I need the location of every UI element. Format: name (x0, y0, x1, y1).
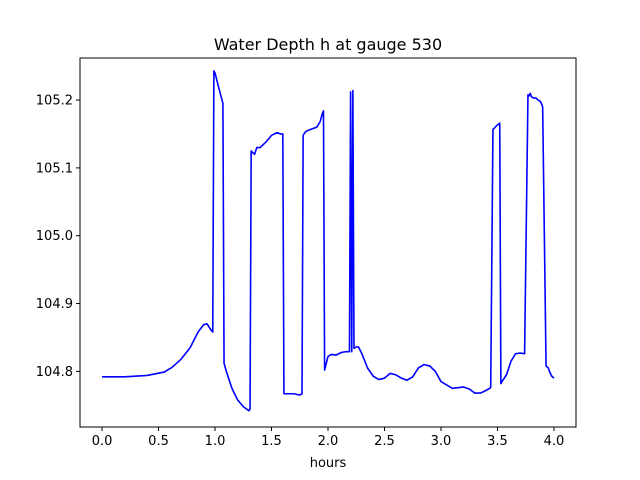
series-line-0 (102, 70, 555, 412)
y-tick-label: 104.9 (36, 297, 73, 312)
x-tick-label: 3.0 (431, 434, 452, 449)
y-axis: 104.8 104.9 105.0 105.1 105.2 (36, 94, 80, 380)
x-axis: 0.0 0.5 1.0 1.5 2.0 2.5 3.0 3.5 4.0 (92, 427, 565, 449)
y-tick-label: 105.1 (36, 161, 73, 176)
x-tick-label: 0.5 (148, 434, 169, 449)
x-tick-label: 0.0 (92, 434, 113, 449)
plot-area (102, 70, 555, 412)
x-tick-label: 1.5 (261, 434, 282, 449)
chart-title: Water Depth h at gauge 530 (214, 35, 442, 54)
y-tick-label: 105.2 (36, 94, 73, 109)
x-tick-label: 2.0 (318, 434, 339, 449)
y-tick-label: 104.8 (36, 365, 73, 380)
x-tick-label: 3.5 (487, 434, 508, 449)
x-tick-label: 2.5 (374, 434, 395, 449)
x-tick-label: 1.0 (205, 434, 226, 449)
x-axis-label: hours (310, 456, 347, 471)
x-tick-label: 4.0 (544, 434, 565, 449)
y-tick-label: 105.0 (36, 229, 73, 244)
